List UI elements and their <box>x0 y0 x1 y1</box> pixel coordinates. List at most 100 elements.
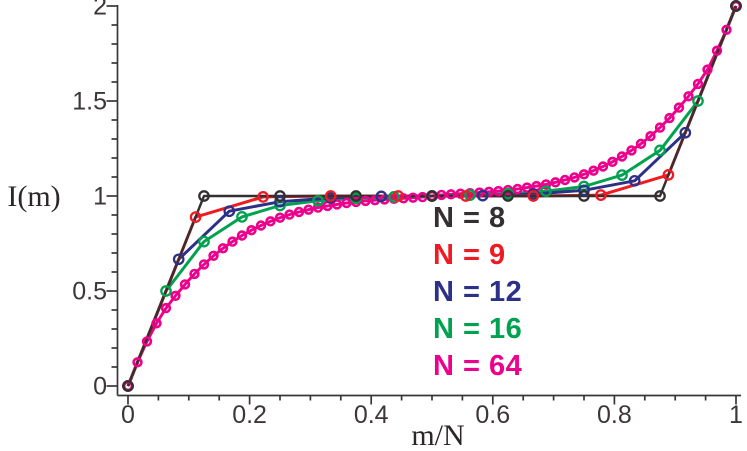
series-marker-n-64 <box>170 290 181 301</box>
series-marker-n-64 <box>512 183 523 195</box>
series-marker-n-64 <box>160 302 172 314</box>
series-marker-n-64 <box>236 230 248 241</box>
series-marker-n-64 <box>588 165 599 176</box>
series-marker-n-64 <box>179 279 191 290</box>
series-marker-n-12 <box>476 189 489 202</box>
series-marker-n-64 <box>265 216 276 227</box>
series-marker-n-64 <box>607 156 618 168</box>
series-marker-n-64 <box>635 138 647 150</box>
series-marker-n-8 <box>274 190 286 202</box>
y-tick-label: 0.5 <box>72 278 107 306</box>
series-marker-n-12 <box>172 253 185 266</box>
series-marker-n-64 <box>569 172 580 183</box>
series-line-n-8 <box>126 5 738 387</box>
legend: N = 8 N = 9 N = 12 N = 16 N = 64 <box>433 204 522 389</box>
legend-item-n-16: N = 16 <box>433 313 523 345</box>
series-marker-n-12 <box>679 126 692 139</box>
series-marker-n-12 <box>375 190 388 203</box>
legend-item-n-8: N = 8 <box>433 202 506 234</box>
series-marker-n-9 <box>459 190 472 202</box>
series-marker-n-64 <box>407 192 419 203</box>
series-marker-n-8 <box>654 190 666 202</box>
legend-item-n-64: N = 64 <box>433 350 523 382</box>
series-marker-n-16 <box>198 235 210 248</box>
series-marker-n-8 <box>730 0 742 12</box>
series-marker-n-64 <box>379 194 390 205</box>
series-marker-n-64 <box>664 112 675 124</box>
series-marker-n-64 <box>702 64 713 75</box>
series-marker-n-9 <box>527 190 540 202</box>
series-marker-n-64 <box>559 174 571 186</box>
series-marker-n-64 <box>198 259 210 270</box>
series-marker-n-64 <box>626 145 637 156</box>
x-axis-title: m/N <box>411 419 465 451</box>
series-marker-n-16 <box>540 185 552 198</box>
series-marker-n-9 <box>189 211 202 223</box>
y-tick-label: 1.5 <box>72 88 107 116</box>
series-marker-n-9 <box>324 190 337 202</box>
legend-item-n-9: N = 9 <box>433 239 506 271</box>
series-marker-n-8 <box>350 190 362 202</box>
series-marker-n-64 <box>540 179 552 190</box>
y-tick-label: 2 <box>93 0 107 21</box>
series-marker-n-12 <box>628 174 641 187</box>
series-marker-n-64 <box>645 131 656 142</box>
series-marker-n-64 <box>493 185 504 197</box>
x-tick-label: 0.4 <box>354 401 389 429</box>
x-tick-label: 0.8 <box>597 401 632 429</box>
series-marker-n-64 <box>217 243 229 254</box>
series-marker-n-64 <box>274 212 286 223</box>
series-marker-n-64 <box>692 78 704 90</box>
series-marker-n-64 <box>227 236 238 247</box>
series-marker-n-64 <box>474 187 485 198</box>
series-marker-n-12 <box>578 184 590 197</box>
series-marker-n-16 <box>312 194 324 207</box>
series-marker-n-8 <box>502 190 514 202</box>
x-tick-label: 1 <box>729 401 743 429</box>
series-marker-n-9 <box>392 190 405 202</box>
series-marker-n-64 <box>360 195 371 207</box>
series-marker-n-16 <box>616 169 628 181</box>
series-marker-n-16 <box>160 285 172 297</box>
series-marker-n-64 <box>255 220 267 231</box>
series-marker-n-64 <box>616 151 628 162</box>
series-marker-n-64 <box>141 336 153 347</box>
series-marker-n-64 <box>303 204 314 215</box>
y-tick-label: 1 <box>93 183 107 211</box>
series-marker-n-9 <box>595 189 607 201</box>
series-marker-n-8 <box>426 190 438 202</box>
series-marker-n-64 <box>550 177 561 188</box>
series-marker-n-64 <box>445 189 457 200</box>
series-marker-n-64 <box>312 202 324 213</box>
series-marker-n-64 <box>597 161 609 172</box>
y-tick-label: 0 <box>93 373 107 401</box>
series-marker-n-16 <box>692 95 704 107</box>
series-marker-n-8 <box>198 190 210 202</box>
series-marker-n-64 <box>578 169 590 180</box>
series-marker-n-8 <box>578 190 590 202</box>
series-marker-n-9 <box>257 191 269 203</box>
x-tick-label: 0 <box>121 401 135 429</box>
series-marker-n-64 <box>293 206 305 218</box>
series-marker-n-64 <box>683 91 694 102</box>
series-marker-n-9 <box>662 169 675 181</box>
x-tick-label: 0.6 <box>475 401 510 429</box>
series-marker-n-64 <box>521 182 533 193</box>
series-marker-n-64 <box>151 318 162 329</box>
series-marker-n-16 <box>654 144 666 157</box>
series-marker-n-64 <box>246 225 257 236</box>
series-marker-n-64 <box>654 122 666 133</box>
y-axis-title: I(m) <box>7 180 61 213</box>
series-marker-n-16 <box>236 211 248 223</box>
series-marker-n-64 <box>189 268 200 280</box>
legend-item-n-12: N = 12 <box>433 276 523 308</box>
series-marker-n-64 <box>341 197 352 209</box>
series-marker-n-12 <box>223 205 236 218</box>
series-marker-n-8 <box>122 380 134 392</box>
x-tick-label: 0.2 <box>232 401 267 429</box>
series-marker-n-12 <box>274 195 286 208</box>
series-marker-n-64 <box>721 24 732 35</box>
series-marker-n-64 <box>132 357 143 368</box>
